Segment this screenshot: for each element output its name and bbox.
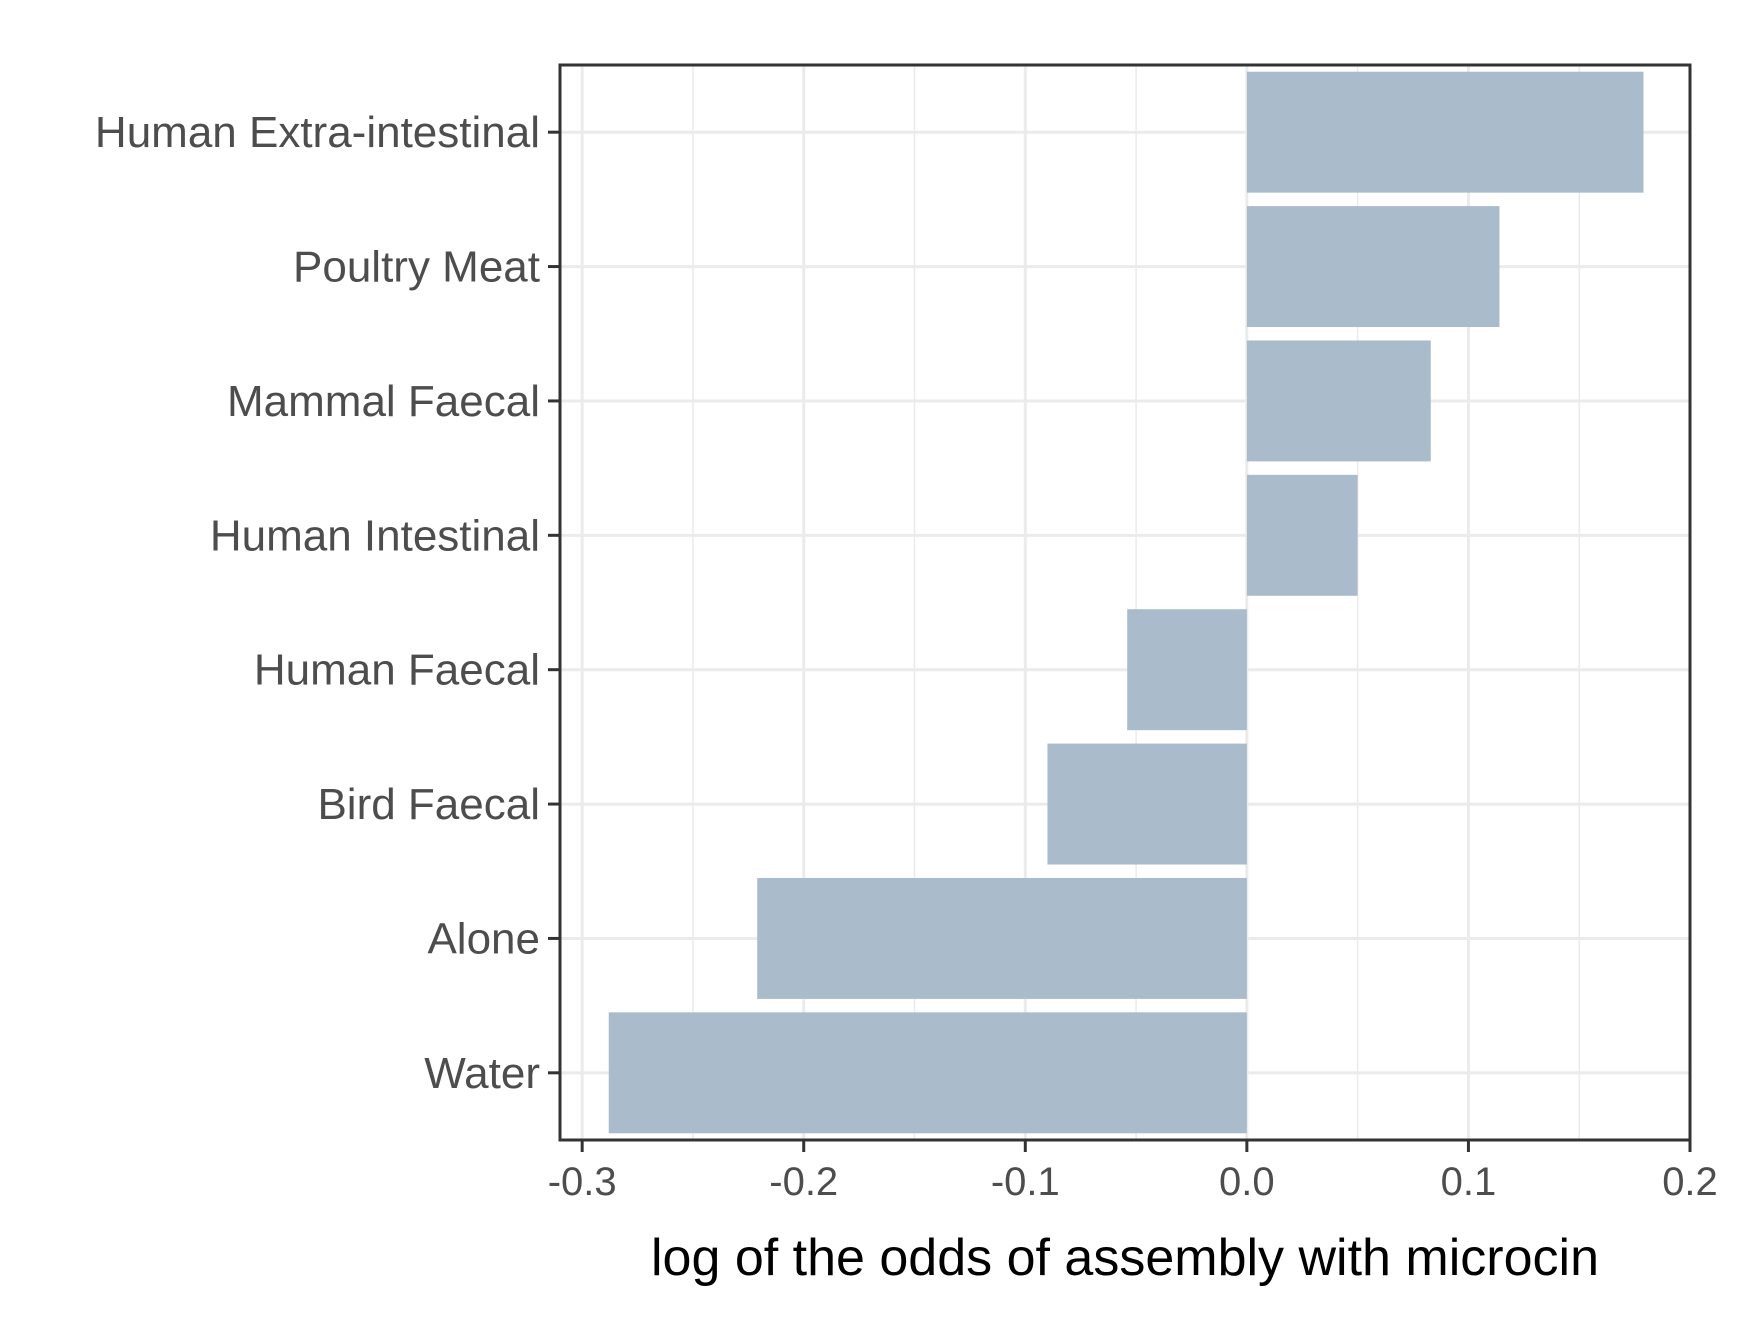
y-tick-label: Bird Faecal xyxy=(317,780,540,829)
bar xyxy=(1246,340,1431,462)
bar xyxy=(1246,206,1500,328)
bars xyxy=(608,71,1644,1134)
x-tick-label: -0.2 xyxy=(769,1160,838,1204)
x-tick-label: 0.1 xyxy=(1441,1160,1497,1204)
y-tick-label: Mammal Faecal xyxy=(227,377,540,426)
x-tick-label: 0.0 xyxy=(1219,1160,1275,1204)
y-tick-label: Human Intestinal xyxy=(210,511,540,560)
bar xyxy=(1246,71,1644,193)
x-tick-label: -0.1 xyxy=(991,1160,1060,1204)
y-tick-label: Alone xyxy=(427,914,540,963)
bar xyxy=(757,877,1247,999)
y-tick-label: Human Faecal xyxy=(254,646,540,695)
panel-border xyxy=(558,63,1692,1142)
x-tick-label: -0.3 xyxy=(548,1160,617,1204)
bar xyxy=(608,1012,1247,1134)
y-tick-label: Water xyxy=(424,1049,540,1098)
x-axis: -0.3 -0.2 -0.1 0.0 0.1 0.2 xyxy=(548,1140,1718,1204)
y-tick-label: Human Extra-intestinal xyxy=(95,108,540,157)
bar xyxy=(1047,743,1247,865)
y-axis: Human Extra-intestinal Poultry Meat Mammal… xyxy=(95,108,560,1098)
x-tick-label: 0.2 xyxy=(1662,1160,1718,1204)
bar xyxy=(1246,474,1358,596)
x-axis-title: log of the odds of assembly with microci… xyxy=(651,1229,1599,1287)
bar xyxy=(1127,609,1247,731)
y-tick-label: Poultry Meat xyxy=(293,243,540,292)
